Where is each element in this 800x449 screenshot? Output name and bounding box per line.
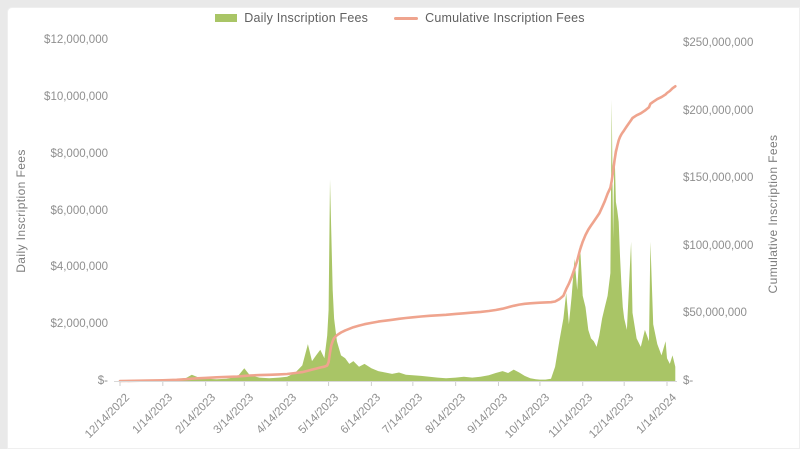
legend-item-cumulative-fees: Cumulative Inscription Fees — [394, 11, 585, 25]
right-axis-tick-label: $250,000,000 — [683, 37, 754, 49]
left-axis-tick-label: $10,000,000 — [44, 90, 108, 103]
right-axis-tick-label: $150,000,000 — [683, 172, 754, 185]
chart-legend: Daily Inscription Fees Cumulative Inscri… — [0, 9, 800, 27]
daily-fees-bars — [120, 99, 676, 381]
left-axis-tick-label: $- — [97, 375, 108, 387]
legend-label-cumulative-fees: Cumulative Inscription Fees — [425, 11, 585, 25]
cumulative-fees-swatch-icon — [394, 16, 419, 20]
legend-label-daily-fees: Daily Inscription Fees — [244, 11, 369, 25]
left-axis-tick-label: $2,000,000 — [50, 318, 108, 331]
cumulative-fees-line — [118, 85, 677, 383]
left-axis-tick-label: $12,000,000 — [44, 34, 108, 46]
left-axis-tick-label: $4,000,000 — [50, 261, 108, 274]
right-axis-tick-label: $- — [683, 375, 694, 387]
left-axis-tick-label: $6,000,000 — [50, 204, 108, 217]
daily-fees-swatch-icon — [215, 14, 238, 22]
legend-item-daily-fees: Daily Inscription Fees — [215, 11, 368, 25]
right-axis-tick-label: $100,000,000 — [683, 239, 754, 252]
left-axis-tick-label: $8,000,000 — [50, 147, 108, 160]
right-axis-tick-label: $50,000,000 — [683, 307, 747, 320]
right-axis-tick-label: $200,000,000 — [683, 104, 754, 117]
